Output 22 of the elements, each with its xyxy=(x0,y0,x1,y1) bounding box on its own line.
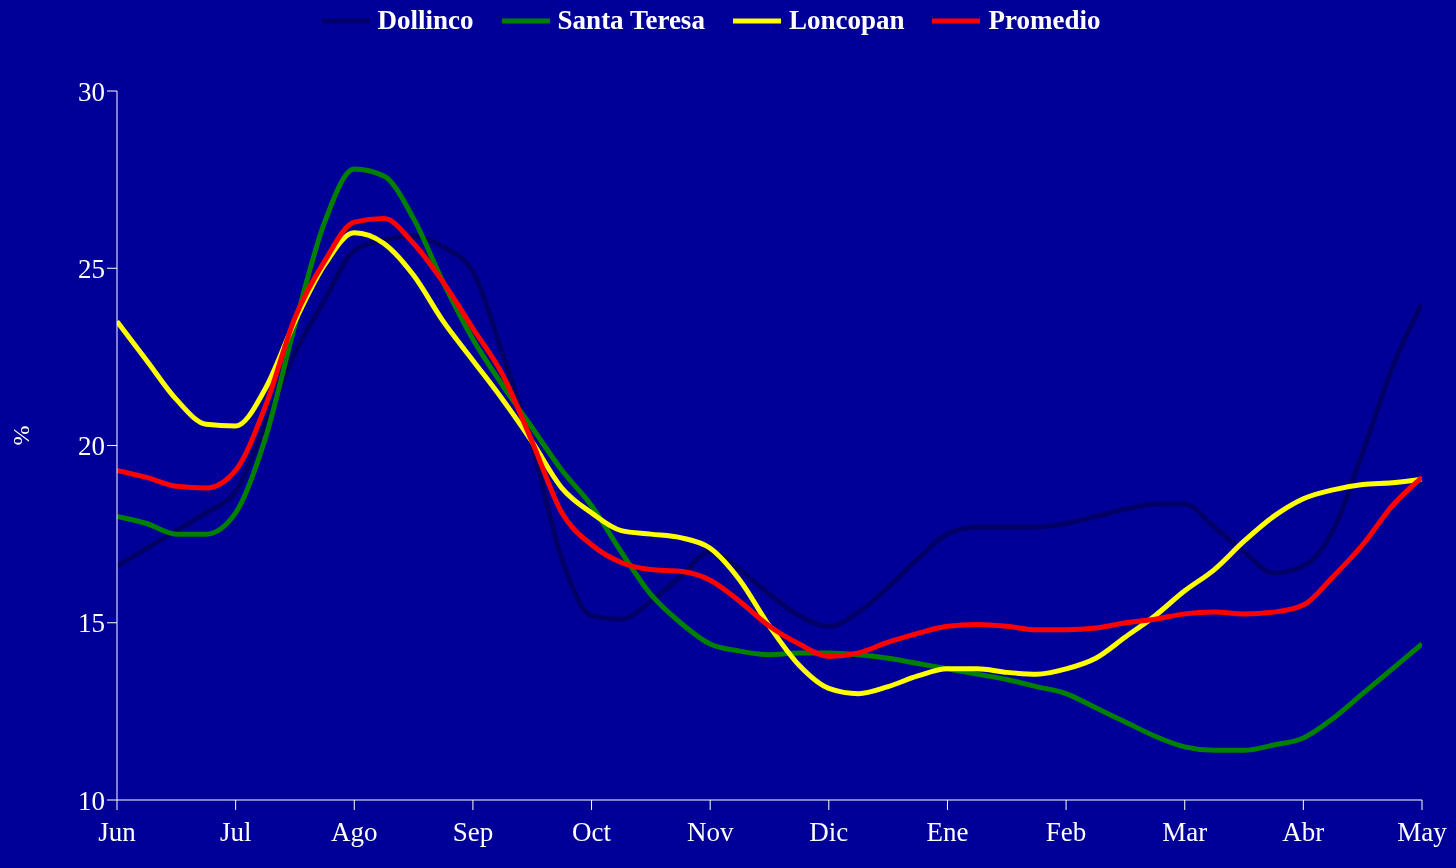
legend-label: Dollinco xyxy=(377,5,474,36)
x-tick-label: Jul xyxy=(219,817,252,848)
y-tick-label: 20 xyxy=(78,431,105,462)
y-tick-label: 10 xyxy=(78,785,105,816)
x-tick-label: Ago xyxy=(331,817,378,848)
x-tick-label: Oct xyxy=(572,817,612,848)
x-tick-label: Abr xyxy=(1282,817,1325,848)
y-tick-label: 15 xyxy=(78,608,105,639)
x-tick-label: Nov xyxy=(686,817,734,848)
x-tick-label: Ene xyxy=(926,817,969,848)
legend-label: Santa Teresa xyxy=(557,5,705,36)
y-axis-title: % xyxy=(7,425,34,446)
x-tick-label: Feb xyxy=(1045,817,1087,848)
x-tick-label: May xyxy=(1397,817,1448,848)
legend-label: Promedio xyxy=(988,5,1101,36)
legend-label: Loncopan xyxy=(788,5,905,36)
x-tick-label: Jun xyxy=(98,817,137,848)
x-tick-label: Sep xyxy=(452,817,494,848)
y-tick-label: 25 xyxy=(78,253,105,284)
x-tick-label: Mar xyxy=(1162,817,1208,848)
y-tick-label: 30 xyxy=(78,76,105,107)
x-tick-label: Dic xyxy=(809,817,849,848)
